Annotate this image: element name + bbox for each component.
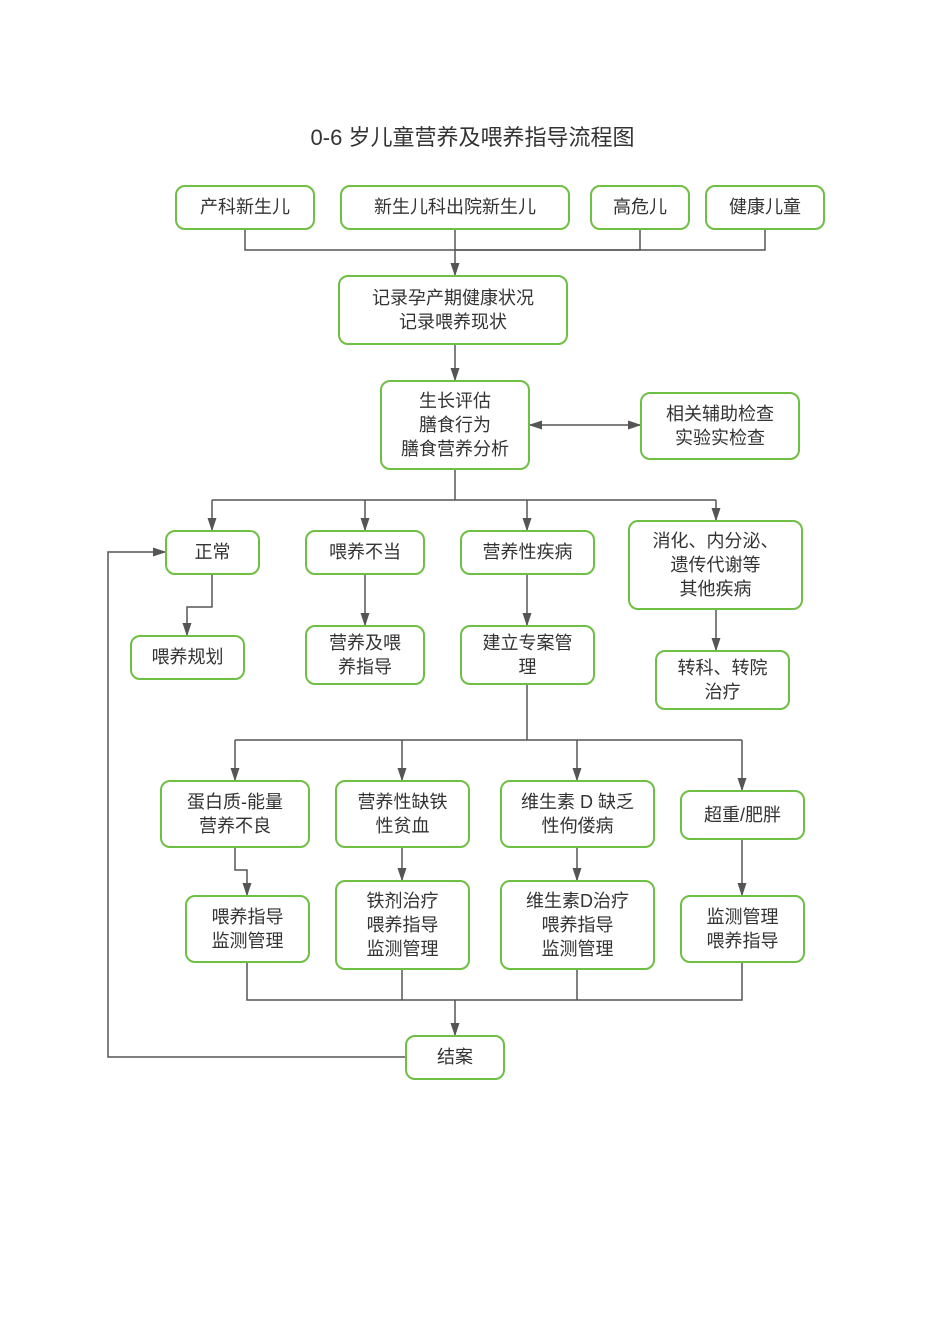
flowchart-node: 维生素 D 缺乏性佝偻病 — [500, 780, 655, 848]
flowchart-edge — [235, 848, 247, 895]
flowchart-node: 转科、转院治疗 — [655, 650, 790, 710]
flowchart-edge — [245, 230, 455, 250]
flowchart-node: 蛋白质-能量营养不良 — [160, 780, 310, 848]
flowchart-node: 喂养指导监测管理 — [185, 895, 310, 963]
flowchart-node: 新生儿科出院新生儿 — [340, 185, 570, 230]
flowchart-node: 喂养规划 — [130, 635, 245, 680]
flowchart-edge — [455, 230, 765, 250]
flowchart-node: 正常 — [165, 530, 260, 575]
flowchart-node: 营养及喂养指导 — [305, 625, 425, 685]
flowchart-node: 健康儿童 — [705, 185, 825, 230]
flowchart-node: 维生素D治疗喂养指导监测管理 — [500, 880, 655, 970]
flowchart-node: 高危儿 — [590, 185, 690, 230]
flowchart-node: 喂养不当 — [305, 530, 425, 575]
flowchart-node: 生长评估膳食行为膳食营养分析 — [380, 380, 530, 470]
flowchart-edge — [455, 230, 640, 250]
flowchart-node: 消化、内分泌、遗传代谢等其他疾病 — [628, 520, 803, 610]
flowchart-node: 结案 — [405, 1035, 505, 1080]
flowchart-node: 营养性缺铁性贫血 — [335, 780, 470, 848]
flowchart-node: 营养性疾病 — [460, 530, 595, 575]
flowchart-node: 建立专案管理 — [460, 625, 595, 685]
diagram-title: 0-6 岁儿童营养及喂养指导流程图 — [0, 120, 945, 152]
flowchart-node: 铁剂治疗喂养指导监测管理 — [335, 880, 470, 970]
flowchart-node: 记录孕产期健康状况记录喂养现状 — [338, 275, 568, 345]
flowchart-node: 超重/肥胖 — [680, 790, 805, 840]
flowchart-node: 相关辅助检查实验实检查 — [640, 392, 800, 460]
flowchart-edge — [187, 575, 212, 635]
flowchart-node: 监测管理喂养指导 — [680, 895, 805, 963]
flowchart-node: 产科新生儿 — [175, 185, 315, 230]
